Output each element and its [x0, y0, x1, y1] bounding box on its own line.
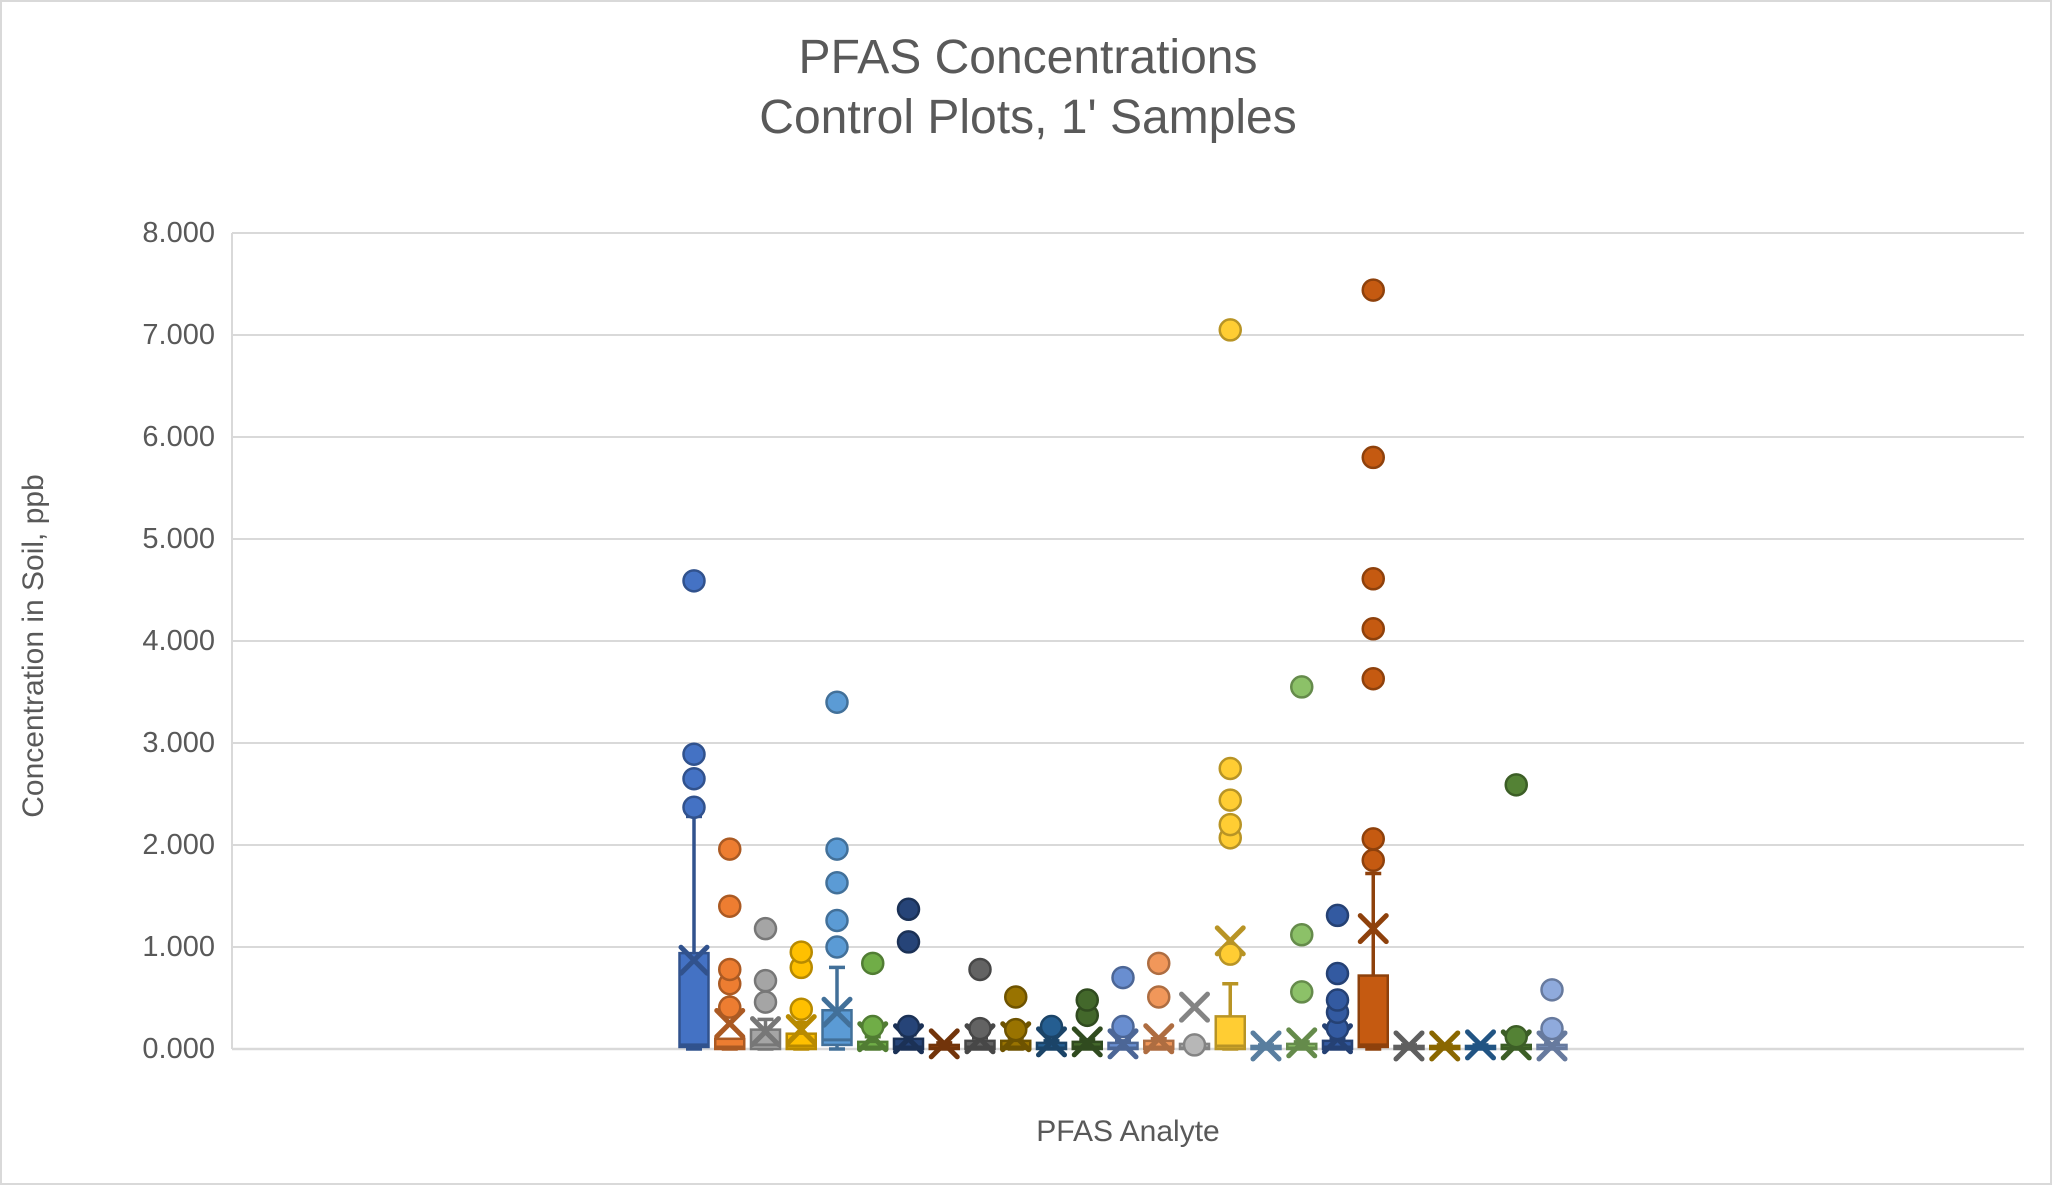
- outlier-point-series-20: [1361, 567, 1385, 591]
- outlier-point-series-19: [1325, 988, 1350, 1012]
- mean-x-marker-series-1: [678, 944, 710, 976]
- outlier-point-series-24: [1504, 773, 1528, 797]
- mean-x-marker-series-4: [785, 1014, 817, 1046]
- outlier-point-series-2: [718, 995, 742, 1019]
- outlier-point-series-16: [1218, 812, 1242, 837]
- outlier-point-series-25: [1540, 978, 1564, 1002]
- outlier-point-series-16: [1218, 756, 1242, 781]
- outlier-point-series-5: [825, 690, 849, 714]
- outlier-point-series-1: [682, 569, 706, 593]
- outlier-point-series-18: [1290, 980, 1314, 1004]
- y-tick-label: 2.000: [142, 829, 215, 861]
- outlier-point-series-1: [682, 766, 706, 791]
- y-tick-label: 4.000: [142, 625, 215, 657]
- outlier-point-series-14: [1147, 951, 1171, 976]
- outlier-point-series-20: [1361, 278, 1385, 302]
- outlier-point-series-3: [753, 916, 778, 941]
- outlier-point-series-13: [1111, 1014, 1135, 1039]
- chart-title: PFAS Concentrations Control Plots, 1' Sa…: [2, 28, 2050, 148]
- outlier-point-series-4: [789, 997, 813, 1021]
- mean-x-marker-series-15: [1179, 991, 1210, 1023]
- outlier-point-series-2: [718, 837, 742, 861]
- outlier-point-series-20: [1361, 666, 1385, 691]
- mean-x-marker-series-25: [1536, 1030, 1568, 1062]
- outlier-point-series-7: [896, 1014, 921, 1039]
- mean-x-marker-series-5: [821, 996, 853, 1028]
- outlier-point-series-20: [1361, 617, 1385, 641]
- outlier-point-series-9: [968, 957, 992, 982]
- outlier-point-series-3: [753, 990, 778, 1014]
- outlier-point-series-20: [1361, 445, 1385, 470]
- y-tick-label: 3.000: [142, 727, 215, 759]
- outlier-point-series-20: [1361, 827, 1385, 851]
- outlier-point-series-4: [789, 940, 813, 964]
- box-plot-box-series-2: [714, 1037, 746, 1051]
- outlier-point-series-5: [825, 908, 849, 933]
- outlier-point-series-2: [718, 894, 742, 918]
- outlier-point-series-16: [1218, 788, 1242, 812]
- y-tick-label: 8.000: [142, 217, 215, 249]
- box-plot-box-series-20: [1357, 974, 1389, 1049]
- box-plot-box-series-6: [857, 1040, 889, 1051]
- mean-x-marker-series-13: [1107, 1028, 1139, 1060]
- outlier-point-series-7: [896, 897, 921, 922]
- box-plot-box-series-16: [1214, 1015, 1246, 1051]
- x-axis-title: PFAS Analyte: [1036, 1115, 1220, 1148]
- outlier-point-series-16: [1218, 318, 1242, 342]
- y-tick-label: 1.000: [142, 931, 215, 963]
- outlier-point-series-6: [861, 951, 885, 976]
- y-tick-label: 0.000: [142, 1033, 215, 1065]
- outlier-point-series-19: [1325, 903, 1350, 928]
- outlier-point-series-3: [753, 968, 778, 993]
- outlier-point-series-5: [825, 870, 849, 895]
- outlier-point-series-12: [1075, 988, 1099, 1012]
- outlier-point-series-5: [825, 837, 849, 861]
- mean-x-marker-series-12: [1071, 1026, 1103, 1058]
- outlier-point-series-13: [1111, 965, 1135, 990]
- mean-x-marker-series-8: [928, 1028, 960, 1060]
- outlier-point-series-19: [1325, 961, 1350, 986]
- y-tick-label: 6.000: [142, 421, 215, 453]
- outlier-point-series-9: [968, 1016, 992, 1041]
- mean-x-marker-series-21: [1393, 1030, 1425, 1062]
- mean-x-marker-series-17: [1250, 1030, 1282, 1062]
- outlier-point-series-5: [825, 935, 849, 959]
- mean-x-marker-series-22: [1429, 1030, 1461, 1062]
- outlier-point-series-18: [1290, 675, 1314, 699]
- outlier-point-series-20: [1361, 848, 1385, 873]
- outlier-point-series-16: [1218, 942, 1242, 966]
- outlier-point-series-6: [861, 1014, 885, 1039]
- outlier-point-series-14: [1147, 985, 1171, 1009]
- outlier-point-series-10: [1004, 985, 1028, 1009]
- outlier-point-series-24: [1504, 1025, 1528, 1049]
- mean-x-marker-series-14: [1143, 1023, 1175, 1055]
- mean-x-marker-series-20: [1357, 913, 1389, 945]
- y-tick-label: 7.000: [142, 319, 215, 351]
- outlier-point-series-2: [718, 957, 742, 982]
- outlier-point-series-15: [1182, 1033, 1207, 1057]
- outlier-point-series-1: [682, 742, 706, 766]
- chart-title-line1: PFAS Concentrations: [798, 31, 1258, 84]
- outlier-point-series-1: [682, 795, 706, 820]
- outlier-point-series-25: [1540, 1016, 1564, 1041]
- outlier-point-series-7: [896, 930, 921, 954]
- y-tick-label: 5.000: [142, 523, 215, 555]
- mean-x-marker-series-23: [1465, 1029, 1496, 1061]
- chart-title-line2: Control Plots, 1' Samples: [759, 91, 1297, 144]
- outlier-point-series-10: [1004, 1017, 1028, 1042]
- mean-x-marker-series-18: [1286, 1027, 1318, 1059]
- outlier-point-series-18: [1290, 923, 1314, 947]
- outlier-point-series-11: [1039, 1014, 1064, 1039]
- mean-x-marker-series-3: [750, 1016, 781, 1048]
